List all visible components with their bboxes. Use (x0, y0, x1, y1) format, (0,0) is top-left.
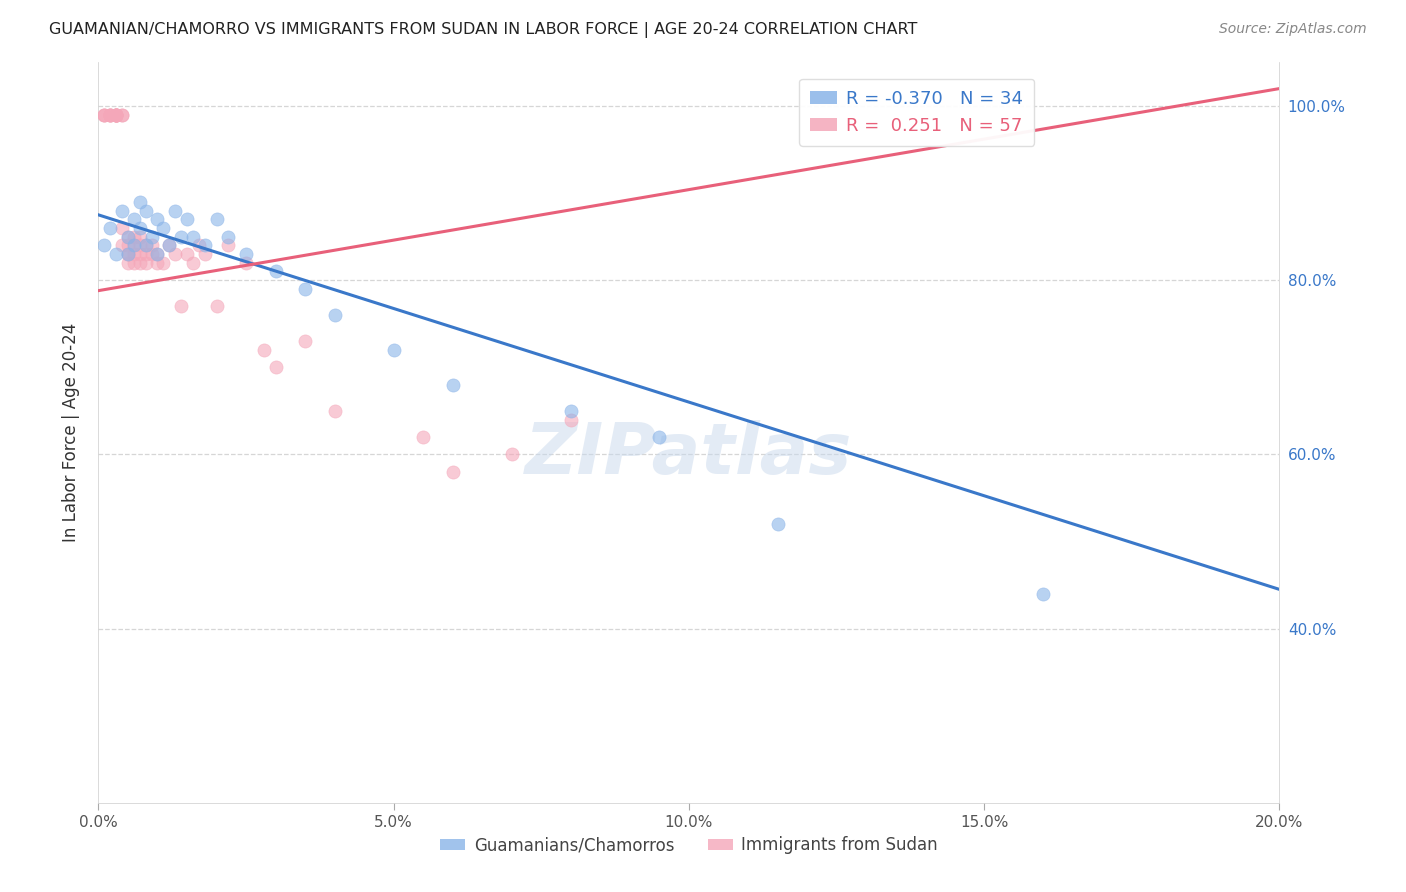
Point (560, 412, 582, 426)
Point (152, 221, 174, 235)
Point (157, 238, 180, 252)
Text: Source: ZipAtlas.com: Source: ZipAtlas.com (1219, 22, 1367, 37)
Point (205, 299, 228, 313)
Point (122, 247, 145, 261)
Point (105, 108, 128, 122)
Point (117, 229, 139, 244)
Point (560, 404, 582, 418)
Point (217, 229, 239, 244)
Point (105, 108, 128, 122)
Point (93, 108, 115, 122)
Point (111, 203, 134, 218)
Point (165, 203, 187, 218)
Point (264, 264, 287, 278)
Point (122, 256, 145, 270)
Point (105, 247, 128, 261)
Point (111, 221, 134, 235)
Point (181, 229, 204, 244)
Point (105, 108, 128, 122)
Point (141, 247, 163, 261)
Legend: Guamanians/Chamorros, Immigrants from Sudan: Guamanians/Chamorros, Immigrants from Su… (433, 830, 945, 861)
Point (235, 247, 257, 261)
Y-axis label: In Labor Force | Age 20-24: In Labor Force | Age 20-24 (62, 323, 80, 542)
Point (93, 108, 115, 122)
Point (217, 238, 239, 252)
Point (141, 238, 163, 252)
Point (98, 108, 121, 122)
Point (128, 194, 150, 209)
Point (98, 108, 121, 122)
Point (176, 247, 198, 261)
Point (766, 517, 789, 532)
Point (146, 256, 169, 270)
Point (98, 221, 121, 235)
Point (105, 108, 128, 122)
Point (194, 238, 217, 252)
Text: GUAMANIAN/CHAMORRO VS IMMIGRANTS FROM SUDAN IN LABOR FORCE | AGE 20-24 CORRELATI: GUAMANIAN/CHAMORRO VS IMMIGRANTS FROM SU… (49, 22, 918, 38)
Point (135, 203, 157, 218)
Point (122, 238, 145, 252)
Point (122, 212, 145, 227)
Point (135, 256, 157, 270)
Point (194, 247, 217, 261)
Point (111, 108, 134, 122)
Point (264, 360, 287, 375)
Point (117, 247, 139, 261)
Point (187, 238, 209, 252)
Point (122, 229, 145, 244)
Point (323, 308, 346, 322)
Text: ZIPatlas: ZIPatlas (526, 420, 852, 490)
Point (382, 343, 405, 357)
Point (128, 221, 150, 235)
Point (135, 238, 157, 252)
Point (117, 247, 139, 261)
Point (170, 299, 193, 313)
Point (135, 247, 157, 261)
Point (105, 108, 128, 122)
Point (294, 334, 316, 348)
Point (205, 212, 228, 227)
Point (412, 430, 434, 444)
Point (648, 430, 671, 444)
Point (152, 256, 174, 270)
Point (93, 238, 115, 252)
Point (253, 343, 276, 357)
Point (93, 108, 115, 122)
Point (111, 108, 134, 122)
Point (122, 238, 145, 252)
Point (1032, 587, 1054, 601)
Point (235, 256, 257, 270)
Point (176, 212, 198, 227)
Point (157, 238, 180, 252)
Point (141, 229, 163, 244)
Point (146, 212, 169, 227)
Point (165, 247, 187, 261)
Point (294, 282, 316, 296)
Point (128, 247, 150, 261)
Point (135, 238, 157, 252)
Point (105, 108, 128, 122)
Point (146, 247, 169, 261)
Point (501, 447, 523, 461)
Point (105, 108, 128, 122)
Point (181, 256, 204, 270)
Point (441, 377, 464, 392)
Point (323, 404, 346, 418)
Point (117, 247, 139, 261)
Point (128, 256, 150, 270)
Point (170, 229, 193, 244)
Point (128, 229, 150, 244)
Point (146, 247, 169, 261)
Point (441, 465, 464, 479)
Point (117, 256, 139, 270)
Point (117, 229, 139, 244)
Point (117, 238, 139, 252)
Point (98, 108, 121, 122)
Point (128, 238, 150, 252)
Point (98, 108, 121, 122)
Point (111, 238, 134, 252)
